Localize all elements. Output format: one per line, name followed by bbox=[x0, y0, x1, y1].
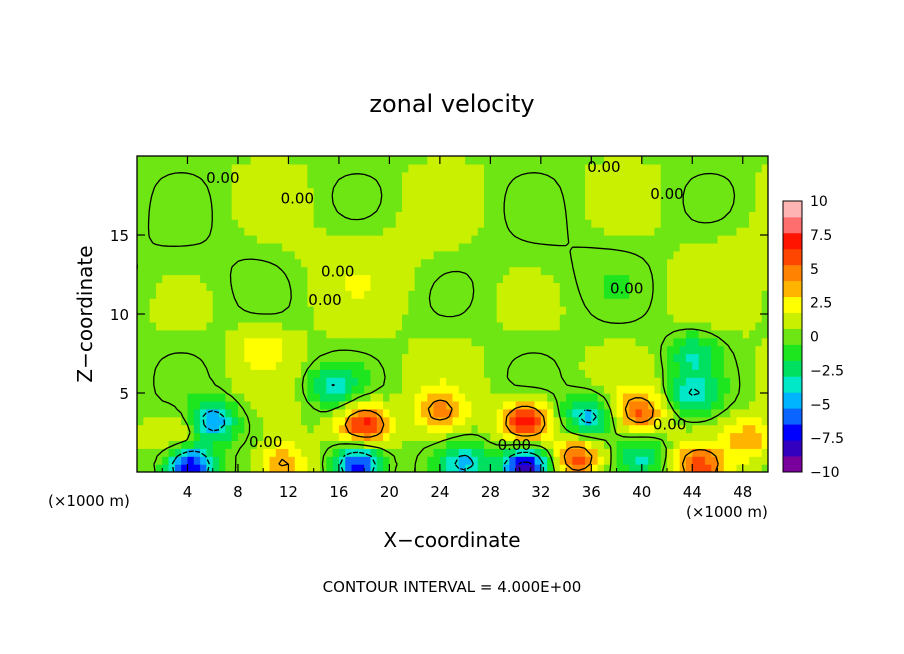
y-axis-label: Z−coordinate bbox=[73, 245, 97, 382]
contour-label: 0.00 bbox=[321, 262, 354, 280]
x-axis: 4 8 12 16 20 24 28 32 36 40 44 48 bbox=[161, 156, 752, 501]
colorbar-swatch bbox=[783, 376, 802, 393]
colorbar-swatch bbox=[783, 201, 802, 218]
colorbar-swatch bbox=[783, 344, 802, 361]
colorbar-swatch bbox=[783, 296, 802, 313]
x-tick-label: 36 bbox=[582, 483, 601, 501]
x-tick-label: 48 bbox=[733, 483, 752, 501]
x-tick-label: 8 bbox=[233, 483, 243, 501]
contour-label: 0.00 bbox=[281, 190, 314, 208]
x-tick-label: 20 bbox=[380, 483, 399, 501]
colorbar-frame bbox=[782, 200, 803, 473]
velocity-field bbox=[137, 156, 768, 472]
colorbar-tick-label: −7.5 bbox=[810, 431, 844, 447]
colorbar-swatch bbox=[783, 328, 802, 345]
contour-level bbox=[278, 397, 719, 472]
contour-label-group: 0.00 0.00 0.00 0.00 0.00 0.00 0.00 0.00 0.00 0.00 bbox=[206, 158, 686, 454]
colorbar-swatch bbox=[783, 216, 802, 234]
colorbar-swatch bbox=[783, 280, 802, 298]
x-tick-label: 16 bbox=[329, 483, 348, 501]
colorbar-swatch bbox=[783, 248, 802, 266]
colorbar-tick-label: 10 bbox=[810, 194, 828, 210]
contour-interval-footer: CONTOUR INTERVAL = 4.000E+00 bbox=[323, 578, 582, 596]
colorbar-swatch bbox=[783, 424, 802, 441]
x-tick-label: 12 bbox=[279, 483, 298, 501]
chart-title: zonal velocity bbox=[369, 90, 534, 118]
colorbar-swatch bbox=[783, 440, 802, 457]
colorbar-tick-label: −5 bbox=[810, 397, 831, 413]
contour-label: 0.00 bbox=[587, 158, 620, 176]
colorbar-swatch bbox=[783, 392, 802, 409]
x-unit-label-right: (×1000 m) bbox=[686, 503, 768, 521]
colorbar-swatch bbox=[783, 360, 802, 377]
x-tick-label: 24 bbox=[430, 483, 449, 501]
x-unit-label-left: (×1000 m) bbox=[48, 492, 130, 510]
colorbar-swatch bbox=[783, 232, 802, 250]
x-tick-label: 40 bbox=[632, 483, 651, 501]
x-tick-label: 28 bbox=[481, 483, 500, 501]
x-tick-label: 44 bbox=[683, 483, 702, 501]
colorbar-tick-label: 2.5 bbox=[810, 296, 832, 312]
y-tick-label: 5 bbox=[119, 385, 129, 403]
colorbar-swatch bbox=[783, 408, 802, 425]
contour-label: 0.00 bbox=[249, 433, 282, 451]
y-tick-label: 10 bbox=[110, 306, 129, 324]
colorbar-tick-label: −2.5 bbox=[810, 363, 844, 379]
colorbar-swatch bbox=[783, 456, 802, 473]
y-axis: 5 10 15 bbox=[110, 227, 768, 403]
contour-level bbox=[137, 172, 741, 472]
colorbar-tick-label: 0 bbox=[810, 330, 819, 346]
contour-label: 0.00 bbox=[610, 280, 643, 298]
contour-label: 0.00 bbox=[308, 291, 341, 309]
contour-lines bbox=[137, 172, 741, 472]
contour-label: 0.00 bbox=[650, 185, 683, 203]
x-tick-label: 32 bbox=[531, 483, 550, 501]
colorbar-tick-label: 5 bbox=[810, 262, 819, 278]
colorbar-swatch bbox=[783, 264, 802, 282]
contour-label: 0.00 bbox=[206, 169, 239, 187]
contour-level bbox=[518, 461, 533, 472]
colorbar-tick-label: −10 bbox=[810, 465, 840, 481]
colorbar: 10 7.5 5 2.5 0 −2.5 −5 −7.5 −10 bbox=[782, 194, 844, 481]
x-axis-label: X−coordinate bbox=[383, 528, 520, 552]
contour-label: 0.00 bbox=[498, 436, 531, 454]
x-tick-label: 4 bbox=[183, 483, 193, 501]
y-tick-label: 15 bbox=[110, 227, 129, 245]
contour-label: 0.00 bbox=[653, 416, 686, 434]
colorbar-swatch bbox=[783, 312, 802, 329]
colorbar-tick-label: 7.5 bbox=[810, 228, 832, 244]
contour-level bbox=[171, 383, 700, 472]
